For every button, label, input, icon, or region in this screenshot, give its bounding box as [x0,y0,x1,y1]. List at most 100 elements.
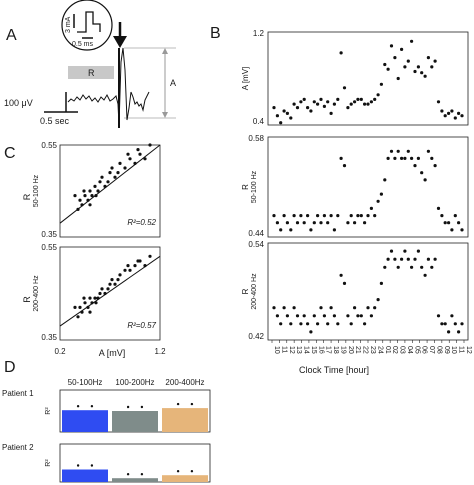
b-data-point [430,156,434,160]
b-data-point [389,44,394,48]
b-data-point [410,265,414,269]
pulse-amp-label: 3 mA [65,16,72,33]
b-xtick-label: 18 [332,346,339,354]
b-ylabel: R [241,184,250,190]
b-data-point [403,65,407,69]
d-bar-dot [126,405,130,409]
b-data-point [346,314,350,318]
c-ytick-min: 0.35 [41,333,57,342]
b-data-point [440,322,444,326]
b-data-point [306,214,310,218]
c-data-point [96,189,100,193]
b-data-point [316,102,320,106]
b-data-point [299,214,303,218]
c-r2-label: R²=0.57 [127,321,156,330]
b-data-point [329,306,333,310]
b-data-point [339,273,343,277]
d-bar-dot [90,464,94,467]
c-ytick-max: 0.55 [41,243,57,252]
b-data-point [339,156,343,160]
b-xtick-label: 09 [443,346,450,354]
b-data-point [342,281,347,285]
b-data-point [363,322,367,326]
c-data-point [113,282,117,286]
b-data-point [302,314,306,318]
c-ylabel: R [22,193,32,200]
b-data-point [295,314,300,318]
c-data-point [148,254,152,258]
b-data-point [332,102,336,106]
evoked-eeg-trace [67,47,150,126]
b-data-point [356,314,360,318]
b-data-point [413,257,417,261]
c-data-point [98,180,102,184]
d-legend-entry: 50-100Hz [68,378,103,387]
b-data-point [272,306,276,310]
b-data-point [295,221,300,225]
b-data-point [312,221,316,225]
c-data-point [106,287,110,291]
b-data-point [376,199,380,203]
b-data-point [443,221,447,225]
b-xtick-label: 05 [413,346,420,354]
c-ylabel: R [22,296,32,303]
c-data-point [126,152,130,156]
b-data-point [386,156,390,160]
b-xtick-label: 02 [391,346,398,354]
b-data-point [447,330,451,334]
c-data-point [88,296,92,300]
c-data-point [128,268,132,272]
b-data-point [416,249,420,253]
b-data-point [309,109,313,113]
b-ytick-min: 0.44 [248,229,264,238]
d-patient-label: Patient 2 [2,443,34,452]
b-data-point [279,322,283,326]
b-data-point [369,314,373,318]
b-data-point [406,149,410,153]
b-data-point [319,221,323,225]
c-data-point [138,152,142,156]
b-data-point [440,109,444,113]
b-data-point [420,171,424,175]
b-data-point [359,97,363,101]
c-data-point [73,194,77,198]
b-xtick-label: 10 [273,346,280,354]
b-ylabel: R [241,288,250,294]
b-xtick-label: 12 [465,346,472,354]
c-ylabel-sub: 200-400 Hz [33,275,40,312]
panel-d: D 50-100Hz 100-200Hz 200-400Hz Patient 1 R² P… [2,359,211,483]
c-data-point [93,184,97,188]
d-patient-label: Patient 1 [2,389,34,398]
b-data-point [285,111,289,115]
b-data-point [326,221,330,225]
b-ytick-max: 0.58 [248,134,264,143]
b-data-point [346,221,350,225]
d-bar-dot [90,405,94,408]
b-ylabel-sub: 200-400 Hz [251,273,258,310]
c-data-point [98,291,102,296]
d-ylabel: R² [45,407,52,415]
b-data-point [302,97,306,101]
panel-c-xlabel: A [mV] [99,348,126,358]
c-data-point [118,161,122,165]
c-data-point [133,264,137,268]
b-data-point [460,228,464,232]
d-bar [162,408,208,432]
b-data-point [389,249,394,253]
c-data-point [73,305,77,309]
d-bar-dot [140,405,144,409]
c-r2-label: R²=0.52 [127,218,156,227]
b-data-point [363,221,367,225]
b-data-point [396,265,400,269]
b-data-point [275,314,279,318]
b-data-point [379,192,383,196]
b-data-point [426,56,430,60]
a-arrow-up-icon [162,48,168,54]
c-data-point [113,175,117,179]
c-data-point [110,278,114,282]
b-data-point [279,228,283,232]
d-bar-dot [140,473,144,476]
b-data-point [436,100,441,104]
b-data-point [322,104,326,108]
b-data-point [450,109,454,113]
